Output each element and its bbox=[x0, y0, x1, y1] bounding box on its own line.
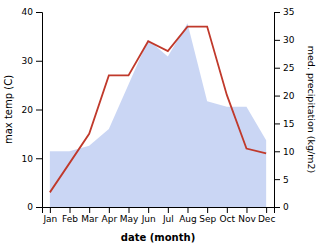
tick-mark bbox=[274, 123, 280, 124]
tick: 30 bbox=[22, 56, 42, 66]
tick: 10 bbox=[22, 154, 42, 164]
tick-mark bbox=[36, 61, 42, 62]
tick: May bbox=[120, 207, 139, 224]
tick-mark bbox=[266, 207, 267, 213]
tick-label: 15 bbox=[283, 119, 294, 129]
tick: Apr bbox=[102, 207, 118, 224]
tick-label: 30 bbox=[283, 35, 295, 45]
tick: Jun bbox=[141, 207, 156, 224]
tick-mark bbox=[274, 40, 280, 41]
tick: 25 bbox=[274, 63, 294, 73]
tick-label: 0 bbox=[27, 202, 33, 212]
tick-label: Aug bbox=[179, 214, 197, 224]
tick-label: 5 bbox=[283, 175, 289, 185]
tick-label: 20 bbox=[22, 105, 34, 115]
precipitation-area bbox=[50, 23, 266, 207]
x-axis: Jan FebMar AprMayJun Jul AugSep OctNovDec bbox=[42, 207, 275, 224]
tick: 40 bbox=[22, 7, 42, 17]
tick-label: Sep bbox=[199, 214, 216, 224]
tick-mark bbox=[36, 110, 42, 111]
tick-mark bbox=[148, 207, 149, 213]
tick-mark bbox=[227, 207, 228, 213]
tick: 5 bbox=[274, 175, 289, 185]
tick-mark bbox=[70, 207, 71, 213]
tick: Feb bbox=[62, 207, 78, 224]
tick-mark bbox=[129, 207, 130, 213]
tick-label: 30 bbox=[22, 56, 34, 66]
tick-mark bbox=[274, 12, 280, 13]
tick-label: Mar bbox=[81, 214, 98, 224]
tick-label: Nov bbox=[238, 214, 256, 224]
tick-mark bbox=[50, 207, 51, 213]
tick-mark bbox=[274, 68, 280, 69]
tick-mark bbox=[274, 207, 280, 208]
tick: Nov bbox=[238, 207, 256, 224]
tick: 0 bbox=[274, 202, 289, 212]
tick-mark bbox=[187, 207, 188, 213]
tick-mark bbox=[36, 207, 42, 208]
tick-mark bbox=[274, 151, 280, 152]
tick-mark bbox=[109, 207, 110, 213]
tick: Mar bbox=[81, 207, 98, 224]
tick: 0 bbox=[27, 202, 42, 212]
tick-label: 10 bbox=[283, 147, 295, 157]
y2-axis-title: med. precipitation (kg/m2) bbox=[306, 46, 317, 173]
tick: Dec bbox=[258, 207, 275, 224]
tick: 35 bbox=[274, 7, 294, 17]
marks bbox=[50, 23, 266, 207]
tick-mark bbox=[207, 207, 208, 213]
y2-axis: 0 5 10 15 20 25 30 35 bbox=[274, 7, 295, 212]
temperature-line bbox=[50, 27, 266, 193]
tick-mark bbox=[36, 158, 42, 159]
tick-label: 20 bbox=[283, 91, 295, 101]
tick-mark bbox=[36, 12, 42, 13]
plot: Jan FebMar AprMayJun Jul AugSep OctNovDec 0 10 2… bbox=[22, 7, 295, 224]
tick-label: Jun bbox=[141, 214, 156, 224]
axis-line bbox=[43, 208, 275, 214]
tick: Aug bbox=[179, 207, 197, 224]
axis-line bbox=[275, 13, 281, 208]
tick-label: 10 bbox=[22, 154, 34, 164]
tick-mark bbox=[246, 207, 247, 213]
tick-label: Dec bbox=[258, 214, 275, 224]
tick: 10 bbox=[274, 147, 295, 157]
axis-line bbox=[36, 13, 43, 208]
tick: 15 bbox=[274, 119, 294, 129]
tick-label: Oct bbox=[220, 214, 236, 224]
tick: 30 bbox=[274, 35, 295, 45]
y-axis-title: max temp (C) bbox=[3, 75, 14, 144]
tick: Jan bbox=[42, 207, 57, 224]
tick: 20 bbox=[274, 91, 295, 101]
tick-mark bbox=[274, 179, 280, 180]
tick-label: Feb bbox=[62, 214, 78, 224]
tick-label: 0 bbox=[283, 202, 289, 212]
tick-label: Jul bbox=[162, 214, 174, 224]
chart: Jan FebMar AprMayJun Jul AugSep OctNovDec 0 10 2… bbox=[0, 0, 318, 247]
tick-label: Apr bbox=[102, 214, 118, 224]
tick: Oct bbox=[220, 207, 236, 224]
tick: Sep bbox=[199, 207, 216, 224]
tick-mark bbox=[89, 207, 90, 213]
tick-label: 40 bbox=[22, 7, 34, 17]
tick-mark bbox=[274, 96, 280, 97]
tick: Jul bbox=[162, 207, 174, 224]
tick: 20 bbox=[22, 105, 42, 115]
tick-label: Jan bbox=[42, 214, 57, 224]
tick-label: May bbox=[120, 214, 139, 224]
tick-mark bbox=[168, 207, 169, 213]
y-axis: 0 10 20 30 40 bbox=[22, 7, 43, 212]
x-axis-title: date (month) bbox=[121, 232, 195, 243]
tick-label: 25 bbox=[283, 63, 294, 73]
tick-label: 35 bbox=[283, 7, 294, 17]
